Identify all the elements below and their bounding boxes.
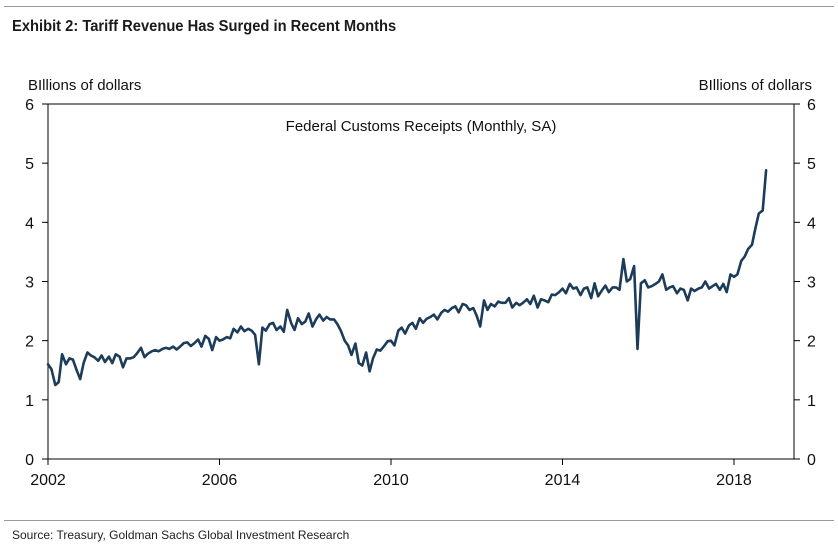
exhibit-title: Exhibit 2: Tariff Revenue Has Surged in … bbox=[12, 18, 397, 35]
x-tick-label: 2010 bbox=[373, 472, 409, 489]
y-tick-label-left: 1 bbox=[25, 393, 34, 410]
tick-layer: 0 0 1 1 2 2 3 3 4 4 5 5 6 6 2002 2006 2010 2014 2018 bbox=[25, 97, 816, 489]
x-tick-label: 2002 bbox=[30, 472, 66, 489]
y-tick-label-left: 2 bbox=[25, 334, 34, 351]
source-note: Source: Treasury, Goldman Sachs Global I… bbox=[12, 528, 350, 542]
y-tick-label-right: 6 bbox=[807, 97, 816, 114]
x-tick-label: 2006 bbox=[202, 472, 238, 489]
y-tick-label-right: 1 bbox=[807, 393, 816, 410]
y-tick-label-left: 3 bbox=[25, 275, 34, 292]
series-label: Federal Customs Receipts (Monthly, SA) bbox=[286, 118, 557, 135]
y-tick-label-right: 5 bbox=[807, 156, 816, 173]
top-rule bbox=[4, 6, 834, 7]
y-axis-label-left: BIllions of dollars bbox=[28, 77, 141, 94]
y-tick-label-left: 0 bbox=[25, 452, 34, 469]
y-tick-label-right: 3 bbox=[807, 275, 816, 292]
y-axis-label-right: BIllions of dollars bbox=[699, 77, 812, 94]
y-tick-label-right: 0 bbox=[807, 452, 816, 469]
y-tick-label-left: 4 bbox=[25, 215, 34, 232]
y-tick-label-left: 5 bbox=[25, 156, 34, 173]
plot-frame bbox=[47, 103, 795, 460]
x-tick-label: 2018 bbox=[716, 472, 752, 489]
bottom-rule bbox=[4, 520, 834, 521]
series-line bbox=[46, 169, 768, 387]
y-tick-label-left: 6 bbox=[25, 97, 34, 114]
x-tick-label: 2014 bbox=[545, 472, 581, 489]
y-tick-label-right: 2 bbox=[807, 334, 816, 351]
chart: BIllions of dollars BIllions of dollars … bbox=[25, 77, 816, 489]
y-tick-label-right: 4 bbox=[807, 215, 816, 232]
